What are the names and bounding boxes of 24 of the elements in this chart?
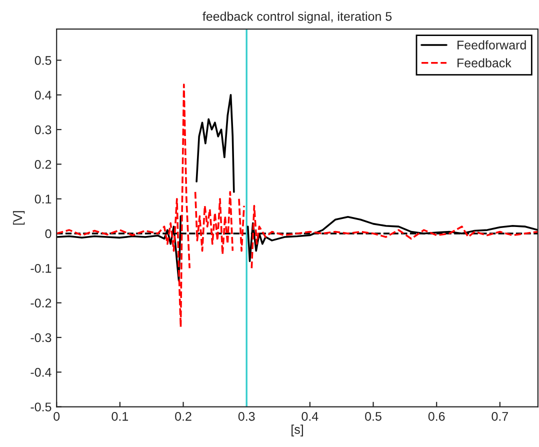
y-tick-label: -0.3	[30, 333, 52, 342]
x-axis-title: [s]	[292, 424, 303, 436]
x-tick-label: 0.3	[238, 412, 255, 421]
y-axis-title: [V]	[12, 211, 25, 225]
x-tick-label: 0.4	[302, 412, 318, 421]
y-tick-label: -0.5	[30, 402, 52, 412]
y-tick-label: 0	[45, 229, 52, 238]
x-tick-label: 0.6	[428, 412, 445, 421]
y-tick-label: 0.1	[34, 194, 52, 204]
y-tick-label: -0.1	[30, 264, 52, 273]
chart-title: feedback control signal, iteration 5	[202, 12, 392, 24]
y-tick-label: 0.2	[34, 160, 52, 169]
x-tick-label: 0.7	[492, 412, 508, 421]
y-tick-label: 0.4	[34, 90, 52, 100]
x-tick-label: 0.5	[365, 412, 382, 421]
y-tick-label: 0.3	[34, 125, 52, 134]
legend-label: Feedforward	[458, 40, 526, 50]
x-tick-label: 0.1	[112, 412, 128, 421]
x-tick-label: 0.2	[175, 412, 192, 421]
y-tick-label: -0.2	[30, 298, 52, 308]
legend-label: Feedback	[458, 58, 512, 68]
x-tick-label: 0	[54, 412, 60, 421]
y-tick-label: 0.5	[34, 56, 52, 65]
y-tick-label: -0.4	[30, 368, 52, 377]
